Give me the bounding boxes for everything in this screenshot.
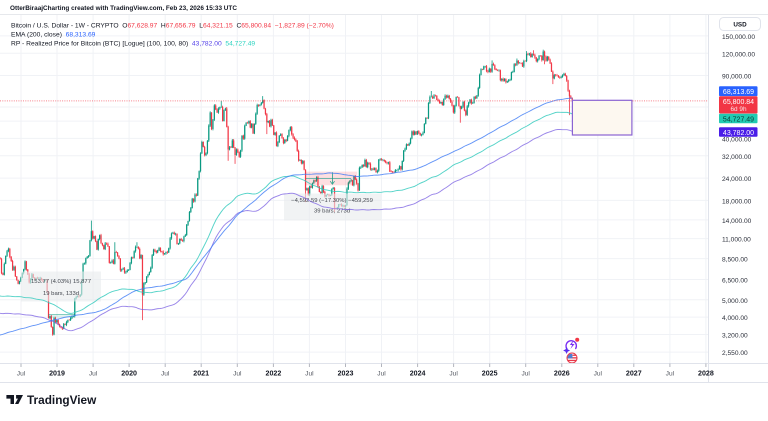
svg-text:OtterBiraajCharting created wi: OtterBiraajCharting created with Trading… <box>10 5 237 12</box>
svg-text:2026: 2026 <box>554 369 570 377</box>
svg-text:40,000.00: 40,000.00 <box>722 137 752 144</box>
svg-text:153.77 (4.03%) 15,877: 153.77 (4.03%) 15,877 <box>31 279 91 285</box>
svg-text:90,000.00: 90,000.00 <box>722 74 752 81</box>
svg-text:6,500.00: 6,500.00 <box>722 278 748 285</box>
svg-text:3,200.00: 3,200.00 <box>722 333 748 340</box>
svg-text:5,000.00: 5,000.00 <box>722 298 748 305</box>
svg-text:120,000.00: 120,000.00 <box>722 51 755 58</box>
svg-text:USD: USD <box>733 22 747 29</box>
svg-text:54,727.49: 54,727.49 <box>723 117 754 124</box>
svg-text:68,313.69: 68,313.69 <box>723 89 754 96</box>
svg-text:24,000.00: 24,000.00 <box>722 176 752 183</box>
svg-text:14,000.00: 14,000.00 <box>722 218 752 225</box>
svg-text:2028: 2028 <box>698 369 714 377</box>
svg-text:2,550.00: 2,550.00 <box>722 350 748 357</box>
svg-text:4,000.00: 4,000.00 <box>722 315 748 322</box>
svg-text:RP - Realized Price for Bitcoi: RP - Realized Price for Bitcoin (BTC) [L… <box>11 40 255 47</box>
svg-text:Bitcoin / U.S. Dollar - 1W - C: Bitcoin / U.S. Dollar - 1W - CRYPTO O67,… <box>11 22 334 29</box>
svg-text:6d 9h: 6d 9h <box>731 106 747 113</box>
svg-text:Jul: Jul <box>521 371 530 378</box>
svg-text:Jul: Jul <box>305 371 314 378</box>
svg-text:Jul: Jul <box>233 371 242 378</box>
svg-text:2024: 2024 <box>410 369 426 377</box>
svg-text:TradingView: TradingView <box>27 393 97 407</box>
svg-text:2025: 2025 <box>482 369 498 377</box>
svg-text:Jul: Jul <box>594 371 603 378</box>
svg-text:2020: 2020 <box>121 369 137 377</box>
svg-text:11,000.00: 11,000.00 <box>722 237 751 244</box>
svg-text:Jul: Jul <box>17 371 26 378</box>
svg-text:2021: 2021 <box>193 369 209 377</box>
svg-text:2027: 2027 <box>626 369 642 377</box>
svg-text:19 bars, 133d: 19 bars, 133d <box>43 291 79 297</box>
svg-text:39 bars, 273d: 39 bars, 273d <box>314 209 350 215</box>
svg-text:EMA (200, close) 68,313.69: EMA (200, close) 68,313.69 <box>11 31 96 38</box>
svg-text:2019: 2019 <box>49 369 65 377</box>
svg-text:Jul: Jul <box>161 371 170 378</box>
svg-text:150,000.00: 150,000.00 <box>722 34 755 41</box>
svg-text:Jul: Jul <box>377 371 386 378</box>
svg-text:2022: 2022 <box>266 369 282 377</box>
svg-text:2023: 2023 <box>338 369 354 377</box>
svg-text:Jul: Jul <box>89 371 98 378</box>
svg-text:43,782.00: 43,782.00 <box>723 130 754 137</box>
svg-text:Jul: Jul <box>449 371 458 378</box>
svg-text:65,800.84: 65,800.84 <box>723 99 754 106</box>
svg-text:Jul: Jul <box>666 371 675 378</box>
svg-text:8,500.00: 8,500.00 <box>722 257 748 264</box>
svg-text:−4,592.59 (−17.30%) −459,259: −4,592.59 (−17.30%) −459,259 <box>291 198 373 204</box>
svg-text:32,000.00: 32,000.00 <box>722 154 752 161</box>
svg-text:18,000.00: 18,000.00 <box>722 199 752 206</box>
